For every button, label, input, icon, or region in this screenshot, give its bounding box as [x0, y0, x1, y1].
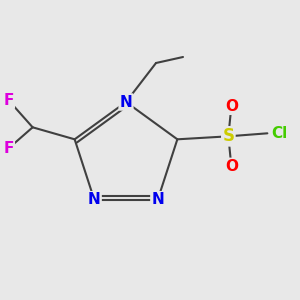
Text: Cl: Cl: [271, 126, 287, 141]
Text: F: F: [4, 93, 14, 108]
Text: S: S: [222, 127, 234, 145]
Text: N: N: [120, 94, 132, 110]
Text: O: O: [225, 159, 238, 174]
Text: F: F: [4, 141, 14, 156]
Text: N: N: [152, 192, 164, 207]
Text: O: O: [225, 99, 238, 114]
Text: N: N: [88, 192, 100, 207]
